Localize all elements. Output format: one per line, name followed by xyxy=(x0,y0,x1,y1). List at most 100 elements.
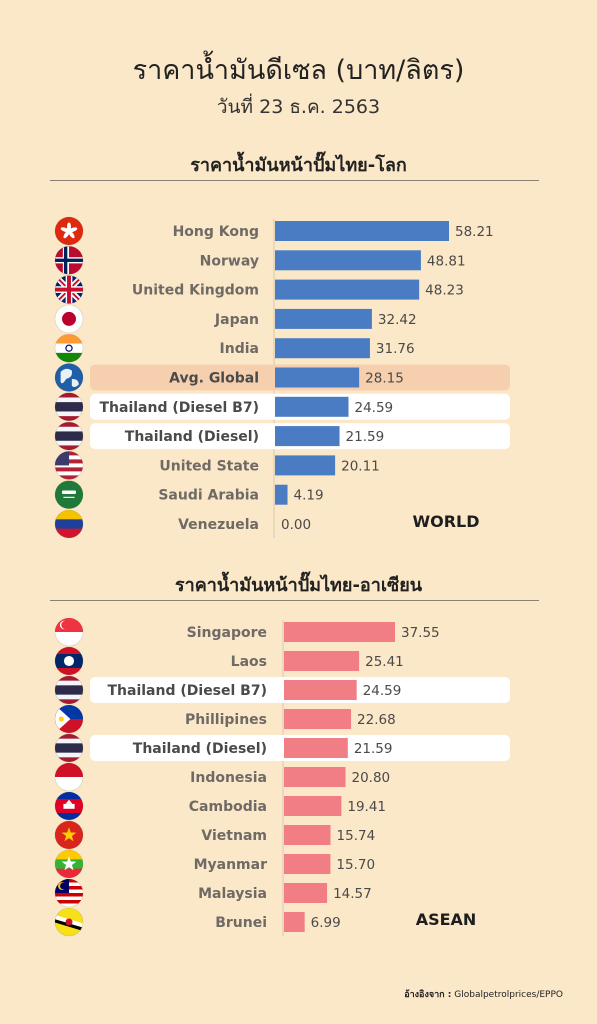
world-section-title: ราคาน้ำมันหน้าปั๊มไทย-โลก xyxy=(190,155,407,176)
category-label: Hong Kong xyxy=(173,224,259,240)
category-label: Thailand (Diesel B7) xyxy=(108,683,268,699)
asean-section-title: ราคาน้ำมันหน้าปั๊มไทย-อาเซียน xyxy=(174,575,423,596)
globe-icon xyxy=(54,363,84,392)
value-label: 32.42 xyxy=(378,312,417,328)
bar-row: Norway 48.81 xyxy=(54,245,466,275)
category-label: Malaysia xyxy=(198,886,267,902)
value-label: 20.80 xyxy=(351,770,390,786)
category-label: Thailand (Diesel) xyxy=(133,741,267,757)
india-flag-icon xyxy=(54,333,84,363)
category-label: Myanmar xyxy=(194,857,268,873)
bar xyxy=(284,854,331,874)
category-label: Venezuela xyxy=(178,517,259,533)
value-label: 6.99 xyxy=(311,915,341,931)
bar-row: Laos 25.41 xyxy=(54,646,404,676)
asean-divider xyxy=(50,600,539,601)
category-label: Thailand (Diesel B7) xyxy=(100,400,260,416)
norway-flag-icon xyxy=(54,245,84,275)
bar xyxy=(275,367,360,388)
bar xyxy=(284,767,346,787)
page-subtitle: วันที่ 23 ธ.ค. 2563 xyxy=(216,96,381,118)
bar-row: Venezuela 0.00 xyxy=(54,509,311,539)
value-label: 24.59 xyxy=(355,400,394,416)
source-text: Globalpetrolprices/EPPO xyxy=(454,990,563,1000)
bar-row: Thailand (Diesel) 21.59 xyxy=(54,733,510,763)
value-label: 0.00 xyxy=(281,517,311,533)
category-label: Laos xyxy=(231,654,267,670)
category-label: Avg. Global xyxy=(169,371,259,387)
bar xyxy=(284,883,328,903)
value-label: 14.57 xyxy=(333,886,372,902)
bar xyxy=(275,279,420,300)
category-label: Japan xyxy=(214,312,259,328)
united-states-flag-icon xyxy=(54,451,84,480)
value-label: 15.70 xyxy=(336,857,375,873)
category-label: Singapore xyxy=(187,625,267,641)
bar xyxy=(284,651,360,671)
category-label: Vietnam xyxy=(201,828,267,844)
bar-row: Singapore 37.55 xyxy=(54,617,440,647)
venezuela-flag-icon xyxy=(54,509,84,539)
bar xyxy=(284,622,395,642)
singapore-flag-icon xyxy=(54,617,84,647)
bar-row: Hong Kong 58.21 xyxy=(54,216,494,246)
bar-row: United Kingdom 48.23 xyxy=(54,275,464,304)
bar-row: Brunei 6.99 xyxy=(54,907,341,937)
bar-row: Phillipines 22.68 xyxy=(54,704,396,734)
bar xyxy=(275,396,349,417)
asean-bar-chart: Singapore 37.55 Laos 25.41 Thailand (Diesel … xyxy=(54,617,510,937)
brunei-flag-icon xyxy=(54,907,84,937)
bar-row: Saudi Arabia 4.19 xyxy=(54,480,324,510)
bar xyxy=(284,709,352,729)
philippines-flag-icon xyxy=(54,704,84,734)
bar-row: Vietnam 15.74 xyxy=(54,820,376,850)
source-note: อ้างอิงจาก : Globalpetrolprices/EPPO xyxy=(404,987,563,1001)
bar xyxy=(275,221,449,241)
value-label: 58.21 xyxy=(455,224,494,240)
region-tag: ASEAN xyxy=(416,910,477,929)
bar-row: Japan 32.42 xyxy=(54,304,417,334)
vietnam-flag-icon xyxy=(54,820,84,850)
value-label: 4.19 xyxy=(294,488,324,504)
value-label: 48.81 xyxy=(427,253,466,269)
bar-row: India 31.76 xyxy=(54,333,415,363)
myanmar-flag-icon xyxy=(54,849,84,879)
category-label: India xyxy=(220,341,259,357)
category-label: Brunei xyxy=(215,915,267,931)
value-label: 48.23 xyxy=(425,283,464,299)
source-label: อ้างอิงจาก : xyxy=(404,990,452,1000)
bar-row: Myanmar 15.70 xyxy=(54,849,375,879)
value-label: 24.59 xyxy=(363,683,402,699)
value-label: 15.74 xyxy=(337,828,376,844)
bar xyxy=(284,825,331,845)
category-label: Saudi Arabia xyxy=(158,488,259,504)
value-label: 19.41 xyxy=(347,799,386,815)
thailand-flag-icon xyxy=(54,421,84,451)
bar xyxy=(275,338,370,359)
value-label: 28.15 xyxy=(365,371,404,387)
category-label: Thailand (Diesel) xyxy=(125,429,259,445)
page-title: ราคาน้ำมันดีเซล (บาท/ลิตร) xyxy=(132,55,465,86)
thailand-flag-icon xyxy=(54,733,84,763)
bar xyxy=(275,250,421,271)
bar xyxy=(284,912,305,932)
thailand-flag-icon xyxy=(54,392,84,422)
world-divider xyxy=(50,180,539,181)
bar xyxy=(275,426,340,447)
value-label: 21.59 xyxy=(354,741,393,757)
bar-row: Indonesia 20.80 xyxy=(54,762,390,792)
value-label: 31.76 xyxy=(376,341,415,357)
saudi-arabia-flag-icon xyxy=(54,480,84,510)
bar-row: Malaysia 14.57 xyxy=(54,878,372,908)
bar xyxy=(284,796,342,816)
bar xyxy=(275,455,336,476)
world-bar-chart: Hong Kong 58.21 Norway 48.81 United Kingdom 4… xyxy=(54,216,510,539)
category-label: United Kingdom xyxy=(132,283,259,299)
value-label: 21.59 xyxy=(346,429,385,445)
bar-row: Avg. Global 28.15 xyxy=(54,363,510,392)
bar-row: Thailand (Diesel) 21.59 xyxy=(54,421,510,451)
value-label: 25.41 xyxy=(365,654,404,670)
indonesia-flag-icon xyxy=(54,762,84,792)
malaysia-flag-icon xyxy=(54,878,84,908)
